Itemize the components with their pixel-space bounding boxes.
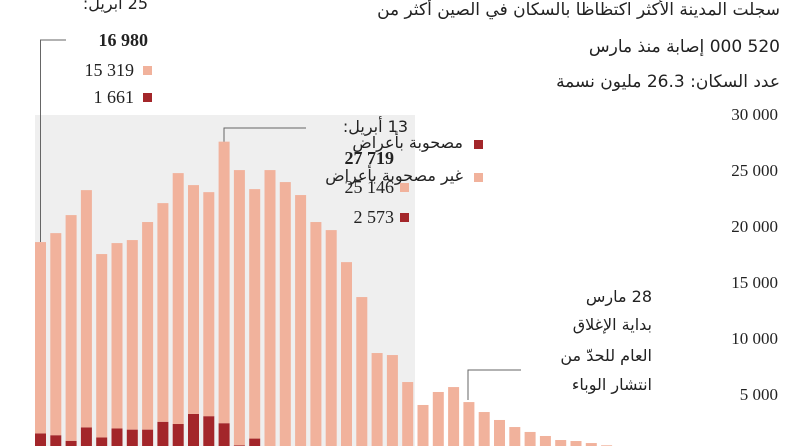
annotation-value: 1 661 (93, 87, 135, 107)
y-tick-label: 25 000 (731, 161, 778, 180)
bar-segment (249, 438, 261, 446)
bar-segment (570, 441, 582, 446)
bar-segment (126, 429, 138, 446)
leader-line (467, 369, 521, 400)
legend-swatch (474, 140, 483, 149)
bar-segment (264, 170, 276, 446)
y-tick-label: 10 000 (731, 329, 778, 348)
bar-segment (157, 421, 169, 446)
bar-segment (371, 353, 383, 446)
bar-segment (157, 203, 169, 422)
bar-segment (310, 222, 322, 446)
subtitle: عدد السكان: 26.3 مليون نسمة (556, 72, 780, 92)
bar-segment (172, 424, 184, 446)
annotation-swatch (400, 183, 409, 192)
bar-segment (111, 243, 123, 429)
subtitle: 520 000 إصابة منذ مارس (588, 37, 780, 57)
bar-segment (463, 402, 475, 446)
bar-segment (35, 242, 46, 434)
bar-segment (509, 427, 521, 446)
bar-segment (50, 435, 62, 446)
annotation-text: بداية الإغلاق (572, 315, 652, 334)
annotation-total: 16 980 (98, 30, 149, 50)
y-tick-label: 5 000 (740, 385, 778, 404)
bar-segment (417, 404, 429, 446)
bar-segment (203, 416, 215, 446)
bar-segment (555, 440, 567, 446)
bar-segment (478, 412, 490, 446)
bar-segment (126, 240, 138, 430)
bar-segment (65, 440, 77, 446)
bar-segment (96, 254, 108, 438)
annotation-text: العام للحدّ من (560, 346, 652, 365)
bar-segment (111, 428, 123, 446)
chart-title: سجلت المدينة الأكثر اكتظاظا بالسكان في ا… (377, 0, 780, 20)
bar-segment (50, 233, 62, 436)
bar-segment (341, 262, 352, 446)
bar-segment (448, 387, 460, 446)
bar-segment (386, 355, 398, 446)
y-tick-label: 30 000 (731, 105, 778, 124)
bar-segment (494, 419, 505, 446)
bar-segment (218, 141, 230, 424)
bar-segment (96, 437, 108, 446)
leader-line (223, 127, 306, 142)
legend-swatch (474, 173, 483, 182)
bar-segment (172, 173, 184, 425)
annotation-value: 15 319 (84, 60, 135, 80)
bar-segment (188, 413, 199, 446)
bar-segment (203, 192, 215, 417)
bar-segment (585, 443, 597, 446)
annotation-total: 27 719 (344, 148, 395, 168)
bar-segment (218, 423, 230, 446)
bar-segment (432, 391, 444, 446)
bar-segment (142, 222, 154, 430)
y-tick-label: 20 000 (731, 217, 778, 236)
annotation-swatch (400, 213, 409, 222)
bar-segment (142, 429, 154, 446)
bar-segment (80, 190, 92, 428)
annotation-swatch (143, 66, 152, 75)
annotation-text: 28 مارس (585, 287, 652, 306)
legend-label: مصحوبة بأعراض (352, 133, 463, 152)
bar-segment (35, 433, 46, 446)
bar-segment (65, 215, 77, 441)
bar-segment (188, 185, 199, 414)
annotation-date: 25 أبريل: (82, 0, 148, 13)
bar-segment (325, 230, 337, 446)
annotation-value: 25 146 (344, 177, 395, 197)
bar-segment (295, 195, 307, 446)
annotation-value: 2 573 (353, 207, 395, 227)
leader-line (40, 39, 66, 242)
annotation-text: انتشار الوباء (571, 375, 652, 394)
bar-segment (80, 427, 92, 446)
bar-segment (356, 297, 368, 446)
bar-segment (233, 170, 245, 446)
bar-segment (249, 189, 261, 439)
bar-segment (524, 431, 536, 446)
bar-segment (539, 435, 551, 446)
bar-segment (402, 382, 414, 446)
y-tick-label: 15 000 (731, 273, 778, 292)
bar-segment (279, 182, 291, 446)
annotation-swatch (143, 93, 152, 102)
legend-label: غير مصحوبة بأعراض (325, 166, 463, 185)
annotation-date: 13 أبريل: (342, 117, 408, 136)
